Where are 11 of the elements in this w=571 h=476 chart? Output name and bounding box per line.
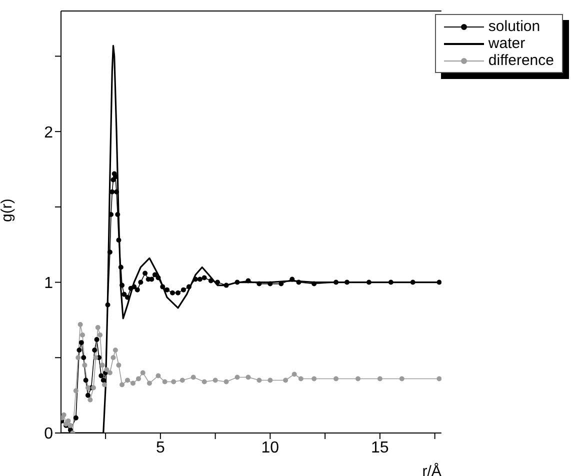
y-tick-label: 2 xyxy=(44,124,54,142)
x-tick-label: 5 xyxy=(156,439,165,456)
y-axis-title: g(r) xyxy=(0,198,16,222)
legend-label: water xyxy=(488,35,526,52)
x-axis-title: r/Å xyxy=(422,462,442,476)
x-tick-label: 15 xyxy=(371,439,389,456)
legend-label: solution xyxy=(488,18,540,35)
legend-label: difference xyxy=(488,52,554,69)
y-tick-label: 0 xyxy=(44,426,54,443)
y-tick-label: 1 xyxy=(44,274,54,292)
x-tick-label: 10 xyxy=(261,439,280,456)
